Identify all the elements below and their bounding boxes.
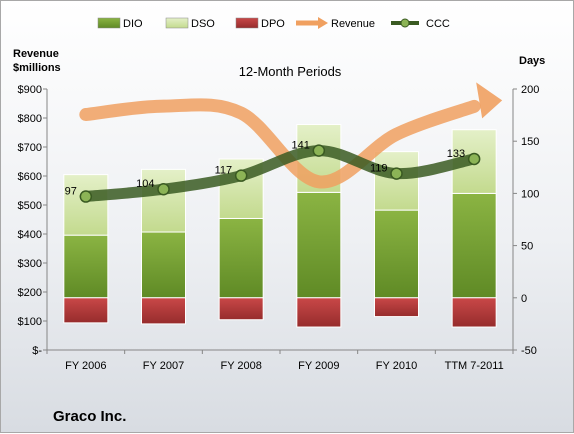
dio-series (63, 191, 497, 299)
dpo-bar (63, 297, 109, 324)
x-axis-tick-label: TTM 7-2011 (445, 360, 504, 372)
left-axis-tick-label: $300 (18, 258, 42, 270)
ccc-data-label: 133 (447, 148, 465, 160)
dpo-bar (374, 297, 419, 318)
left-axis-tick-label: $200 (18, 287, 42, 299)
ccc-data-label: 104 (136, 178, 154, 190)
x-axis-tick-label: FY 2006 (65, 360, 106, 372)
legend-label-dpo: DPO (261, 18, 285, 30)
dio-bar (63, 234, 109, 299)
revenue-arrow-head (476, 82, 503, 119)
x-axis-tick-label: FY 2010 (376, 360, 417, 372)
dso-bar (63, 174, 109, 236)
ccc-series: 97 104 117 141 119 133 (65, 140, 481, 203)
ccc-marker (390, 167, 403, 180)
right-axis-tick-label: 0 (521, 293, 527, 305)
ccc-data-label: 119 (370, 163, 388, 175)
x-axis-tick-label: FY 2008 (220, 360, 261, 372)
dio-bar (296, 191, 342, 299)
legend-swatch-ccc-marker (400, 18, 410, 28)
right-axis-tick-label: 200 (521, 84, 539, 96)
left-axis-label-line1: Revenue (13, 48, 59, 60)
ccc-marker (467, 152, 481, 166)
dpo-bar (218, 297, 264, 321)
legend-label-revenue: Revenue (331, 18, 375, 30)
left-axis-tick-label: $600 (18, 171, 42, 183)
ccc-marker (79, 190, 93, 203)
left-axis-tick-label: $500 (18, 200, 42, 212)
dio-bar (451, 192, 497, 299)
legend-swatch-revenue-arrow (318, 17, 328, 29)
left-axis-tick-label: $900 (18, 84, 42, 96)
chart-title: 12-Month Periods (239, 64, 342, 79)
dio-bar (218, 217, 264, 299)
right-axis-tick-label: 150 (521, 136, 539, 148)
ccc-marker (234, 169, 248, 182)
x-axis-ticks: FY 2006 FY 2007 FY 2008 FY 2009 FY 2010 TTM 7… (46, 350, 514, 372)
company-name: Graco Inc. (53, 408, 126, 425)
dpo-bar (141, 297, 186, 325)
dpo-bar (451, 297, 497, 328)
dso-bar (141, 168, 186, 233)
ccc-data-label: 117 (215, 165, 233, 177)
dpo-series (63, 297, 497, 328)
ccc-data-label: 141 (291, 140, 309, 152)
left-axis-tick-label: $400 (18, 229, 42, 241)
legend-label-dio: DIO (123, 18, 143, 30)
dio-bar (141, 231, 186, 299)
ccc-marker (312, 144, 326, 157)
ccc-data-label: 97 (65, 186, 77, 198)
legend-swatch-dpo (235, 17, 259, 29)
left-axis-tick-label: $- (32, 345, 42, 357)
right-axis-tick-label: -50 (521, 345, 537, 357)
x-axis-tick-label: FY 2009 (298, 360, 339, 372)
left-axis-tick-label: $700 (18, 142, 42, 154)
dso-bar (374, 151, 419, 211)
right-axis-tick-label: 100 (521, 188, 539, 200)
left-axis-tick-label: $100 (18, 316, 42, 328)
ccc-marker (157, 182, 170, 196)
right-axis-label: Days (519, 55, 545, 67)
legend-label-ccc: CCC (426, 18, 450, 30)
legend-swatch-dio (97, 17, 121, 29)
legend-label-dso: DSO (191, 18, 215, 30)
right-axis-tick-label: 50 (521, 241, 533, 253)
legend-swatch-dso (165, 17, 189, 29)
dio-bar (374, 209, 419, 299)
dpo-bar (296, 297, 342, 328)
left-axis-tick-label: $800 (18, 113, 42, 125)
x-axis-tick-label: FY 2007 (143, 360, 184, 372)
left-axis-label-line2: $millions (13, 62, 61, 74)
chart-legend: DIO DSO DPO Revenue CCC (97, 17, 450, 30)
